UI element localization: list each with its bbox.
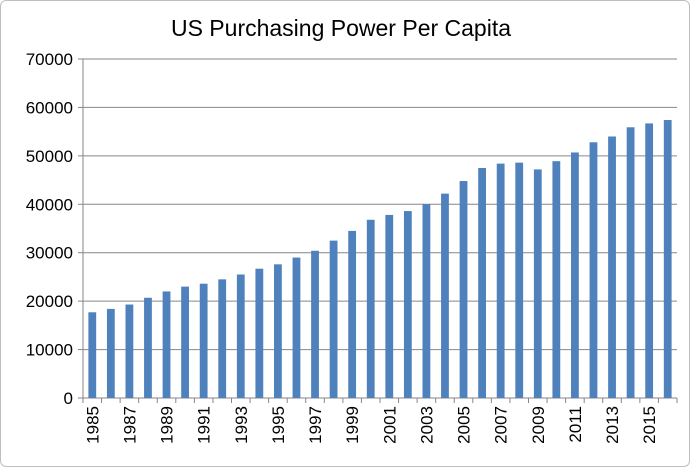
bar-1993 xyxy=(236,274,245,398)
x-tick-label: 1997 xyxy=(306,406,325,444)
bar-2015 xyxy=(645,123,654,398)
x-tick-label: 2005 xyxy=(455,406,474,444)
y-tick-label: 40000 xyxy=(26,195,73,214)
y-tick-label: 50000 xyxy=(26,147,73,166)
bar-2005 xyxy=(459,181,468,398)
bar-1989 xyxy=(162,291,171,398)
x-tick-label: 2003 xyxy=(417,406,436,444)
y-tick-label: 60000 xyxy=(26,98,73,117)
x-tick-label: 1987 xyxy=(120,406,139,444)
x-tick-label: 2001 xyxy=(380,406,399,444)
bar-1996 xyxy=(292,257,301,398)
bar-1995 xyxy=(274,264,282,398)
bar-2006 xyxy=(478,167,486,398)
x-tick-label: 2007 xyxy=(492,406,511,444)
x-tick-label: 1989 xyxy=(158,406,177,444)
bar-1990 xyxy=(181,286,189,398)
bar-2003 xyxy=(422,204,431,398)
bar-1985 xyxy=(88,312,97,398)
chart-title: US Purchasing Power Per Capita xyxy=(170,15,512,41)
bar-2014 xyxy=(626,127,635,398)
x-tick-label: 1991 xyxy=(195,406,214,444)
y-tick-label: 70000 xyxy=(26,50,73,69)
x-tick-label: 1999 xyxy=(343,406,362,444)
bar-1992 xyxy=(218,279,227,398)
bar-2013 xyxy=(608,136,616,398)
bar-1991 xyxy=(199,283,208,398)
x-tick-label: 1985 xyxy=(83,406,102,444)
bar-1988 xyxy=(144,297,152,398)
bar-2004 xyxy=(441,193,449,398)
bar-2008 xyxy=(515,162,524,398)
bar-2002 xyxy=(403,211,412,398)
bar-2012 xyxy=(589,142,598,398)
bar-1987 xyxy=(125,304,134,398)
y-tick-label: 20000 xyxy=(26,292,73,311)
y-tick-label: 30000 xyxy=(26,244,73,263)
x-tick-label: 2013 xyxy=(603,406,622,444)
bar-1998 xyxy=(329,240,338,398)
x-tick-label: 1995 xyxy=(269,406,288,444)
bar-1986 xyxy=(106,308,115,398)
x-tick-label: 1993 xyxy=(232,406,251,444)
bar-2011 xyxy=(571,152,579,398)
bar-2007 xyxy=(496,163,505,398)
bar-1997 xyxy=(311,250,319,398)
bar-2010 xyxy=(552,161,561,398)
x-tick-label: 2011 xyxy=(566,406,585,443)
y-tick-label: 0 xyxy=(64,389,73,408)
bar-2016 xyxy=(663,120,672,399)
x-tick-label: 2015 xyxy=(640,406,659,444)
bar-2009 xyxy=(533,169,542,398)
bar-2001 xyxy=(385,214,394,398)
y-tick-label: 10000 xyxy=(26,341,73,360)
x-tick-label: 2009 xyxy=(529,406,548,444)
bar-2000 xyxy=(366,219,375,398)
bar-1994 xyxy=(255,268,264,398)
bar-1999 xyxy=(348,230,357,398)
